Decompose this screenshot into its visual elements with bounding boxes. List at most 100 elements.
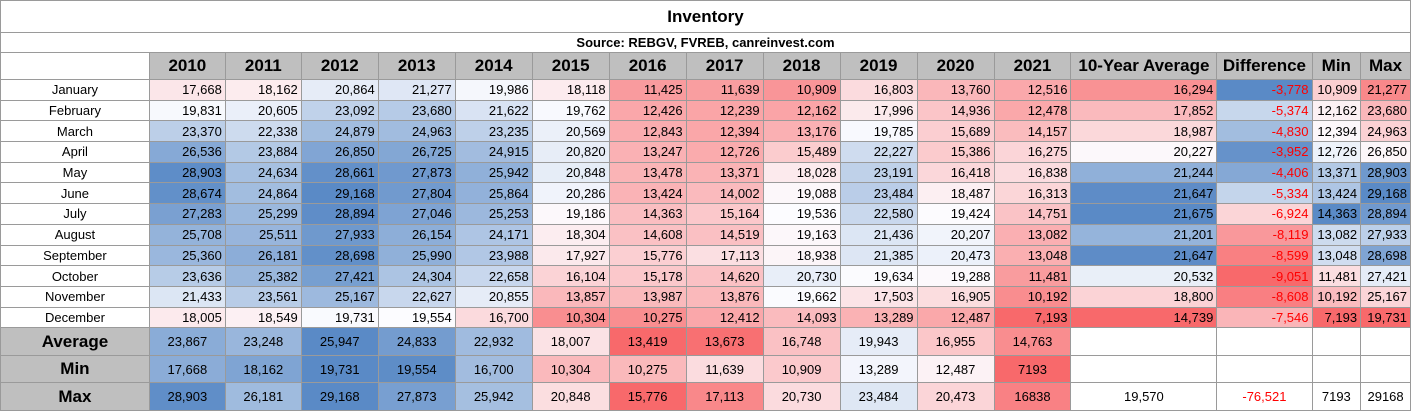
data-cell[interactable]: 19,986 bbox=[454, 79, 533, 101]
data-cell[interactable]: 12,394 bbox=[685, 120, 764, 143]
summary-cell[interactable]: 19,570 bbox=[1070, 382, 1218, 412]
data-cell[interactable]: 22,227 bbox=[839, 141, 918, 163]
data-cell[interactable]: 13,478 bbox=[608, 161, 687, 184]
data-cell[interactable]: 23,680 bbox=[1360, 99, 1411, 122]
data-cell[interactable]: 18,304 bbox=[531, 223, 610, 246]
data-cell[interactable]: 12,426 bbox=[608, 99, 687, 122]
summary-cell[interactable]: 29,168 bbox=[300, 382, 379, 412]
data-cell[interactable]: 10,192 bbox=[1311, 285, 1362, 308]
summary-cell[interactable]: 18,007 bbox=[531, 327, 610, 356]
data-cell[interactable]: 16,700 bbox=[454, 306, 533, 329]
data-cell[interactable]: 12,726 bbox=[685, 141, 764, 163]
data-cell[interactable]: 14,519 bbox=[685, 223, 764, 246]
data-cell[interactable]: 28,903 bbox=[1360, 161, 1411, 184]
data-cell[interactable]: 13,082 bbox=[993, 223, 1072, 246]
data-cell[interactable]: 26,536 bbox=[148, 141, 226, 163]
data-cell[interactable]: 20,532 bbox=[1070, 265, 1218, 287]
data-cell[interactable]: 20,207 bbox=[916, 223, 995, 246]
data-cell[interactable]: 28,698 bbox=[300, 244, 379, 267]
data-cell[interactable]: 21,385 bbox=[839, 244, 918, 267]
data-cell[interactable]: 26,850 bbox=[300, 141, 379, 163]
month-label[interactable]: October bbox=[0, 265, 150, 287]
data-cell[interactable]: 12,394 bbox=[1311, 120, 1362, 143]
data-cell[interactable]: 28,674 bbox=[148, 182, 226, 205]
data-cell[interactable]: 12,478 bbox=[993, 99, 1072, 122]
data-cell[interactable]: 19,731 bbox=[1360, 306, 1411, 329]
data-cell[interactable]: 23,484 bbox=[839, 182, 918, 205]
data-cell[interactable]: -5,334 bbox=[1216, 182, 1313, 205]
data-cell[interactable]: 20,820 bbox=[531, 141, 610, 163]
data-cell[interactable]: 27,283 bbox=[148, 203, 226, 225]
data-cell[interactable]: -9,051 bbox=[1216, 265, 1313, 287]
data-cell[interactable]: 25,511 bbox=[224, 223, 302, 246]
data-cell[interactable]: 18,938 bbox=[762, 244, 841, 267]
data-cell[interactable]: 12,162 bbox=[1311, 99, 1362, 122]
data-cell[interactable]: 23,988 bbox=[454, 244, 533, 267]
data-cell[interactable]: -4,830 bbox=[1216, 120, 1313, 143]
summary-cell[interactable]: 14,763 bbox=[993, 327, 1072, 356]
summary-cell[interactable]: 7193 bbox=[1311, 382, 1362, 412]
summary-cell[interactable]: 23,867 bbox=[148, 327, 226, 356]
data-cell[interactable]: 29,168 bbox=[1360, 182, 1411, 205]
data-cell[interactable]: 12,516 bbox=[993, 79, 1072, 101]
data-cell[interactable]: 14,739 bbox=[1070, 306, 1218, 329]
data-cell[interactable]: 21,201 bbox=[1070, 223, 1218, 246]
data-cell[interactable]: -5,374 bbox=[1216, 99, 1313, 122]
summary-cell[interactable]: 20,473 bbox=[916, 382, 995, 412]
summary-cell[interactable]: 18,162 bbox=[224, 354, 302, 384]
header-corner-cell[interactable] bbox=[0, 52, 150, 80]
summary-cell[interactable]: 15,776 bbox=[608, 382, 687, 412]
column-header[interactable]: Max bbox=[1360, 52, 1411, 80]
data-cell[interactable]: 23,191 bbox=[839, 161, 918, 184]
summary-cell[interactable]: 23,248 bbox=[224, 327, 302, 356]
data-cell[interactable]: 20,286 bbox=[531, 182, 610, 205]
data-cell[interactable]: 18,987 bbox=[1070, 120, 1218, 143]
data-cell[interactable]: 23,680 bbox=[377, 99, 456, 122]
data-cell[interactable]: 11,639 bbox=[685, 79, 764, 101]
summary-label[interactable]: Min bbox=[0, 354, 150, 384]
summary-cell[interactable] bbox=[1311, 354, 1362, 384]
source-note[interactable]: Source: REBGV, FVREB, canreinvest.com bbox=[0, 32, 1411, 53]
data-cell[interactable]: 10,909 bbox=[1311, 79, 1362, 101]
data-cell[interactable]: 18,118 bbox=[531, 79, 610, 101]
data-cell[interactable]: 22,658 bbox=[454, 265, 533, 287]
column-header[interactable]: 2019 bbox=[839, 52, 918, 80]
summary-cell[interactable]: 20,730 bbox=[762, 382, 841, 412]
data-cell[interactable]: 19,163 bbox=[762, 223, 841, 246]
data-cell[interactable]: 13,082 bbox=[1311, 223, 1362, 246]
month-label[interactable]: August bbox=[0, 223, 150, 246]
data-cell[interactable]: 28,698 bbox=[1360, 244, 1411, 267]
data-cell[interactable]: 13,987 bbox=[608, 285, 687, 308]
data-cell[interactable]: 12,162 bbox=[762, 99, 841, 122]
data-cell[interactable]: 23,561 bbox=[224, 285, 302, 308]
data-cell[interactable]: 19,731 bbox=[300, 306, 379, 329]
summary-cell[interactable]: 28,903 bbox=[148, 382, 226, 412]
data-cell[interactable]: 12,239 bbox=[685, 99, 764, 122]
summary-cell[interactable]: 13,673 bbox=[685, 327, 764, 356]
data-cell[interactable]: 14,093 bbox=[762, 306, 841, 329]
data-cell[interactable]: 17,113 bbox=[685, 244, 764, 267]
data-cell[interactable]: 21,647 bbox=[1070, 182, 1218, 205]
data-cell[interactable]: 15,489 bbox=[762, 141, 841, 163]
column-header[interactable]: 2016 bbox=[608, 52, 687, 80]
data-cell[interactable]: -3,778 bbox=[1216, 79, 1313, 101]
data-cell[interactable]: 15,164 bbox=[685, 203, 764, 225]
data-cell[interactable]: 20,864 bbox=[300, 79, 379, 101]
summary-cell[interactable]: 25,947 bbox=[300, 327, 379, 356]
data-cell[interactable]: 19,662 bbox=[762, 285, 841, 308]
month-label[interactable]: July bbox=[0, 203, 150, 225]
summary-cell[interactable]: 16838 bbox=[993, 382, 1072, 412]
data-cell[interactable]: 16,294 bbox=[1070, 79, 1218, 101]
data-cell[interactable]: 24,634 bbox=[224, 161, 302, 184]
data-cell[interactable]: 11,481 bbox=[993, 265, 1072, 287]
month-label[interactable]: April bbox=[0, 141, 150, 163]
summary-cell[interactable]: 25,942 bbox=[454, 382, 533, 412]
summary-cell[interactable]: 13,419 bbox=[608, 327, 687, 356]
summary-cell[interactable]: 19,731 bbox=[300, 354, 379, 384]
data-cell[interactable]: 20,855 bbox=[454, 285, 533, 308]
column-header[interactable]: 2011 bbox=[224, 52, 302, 80]
column-header[interactable]: 2021 bbox=[993, 52, 1072, 80]
data-cell[interactable]: 25,253 bbox=[454, 203, 533, 225]
column-header[interactable]: 2020 bbox=[916, 52, 995, 80]
data-cell[interactable]: 25,360 bbox=[148, 244, 226, 267]
